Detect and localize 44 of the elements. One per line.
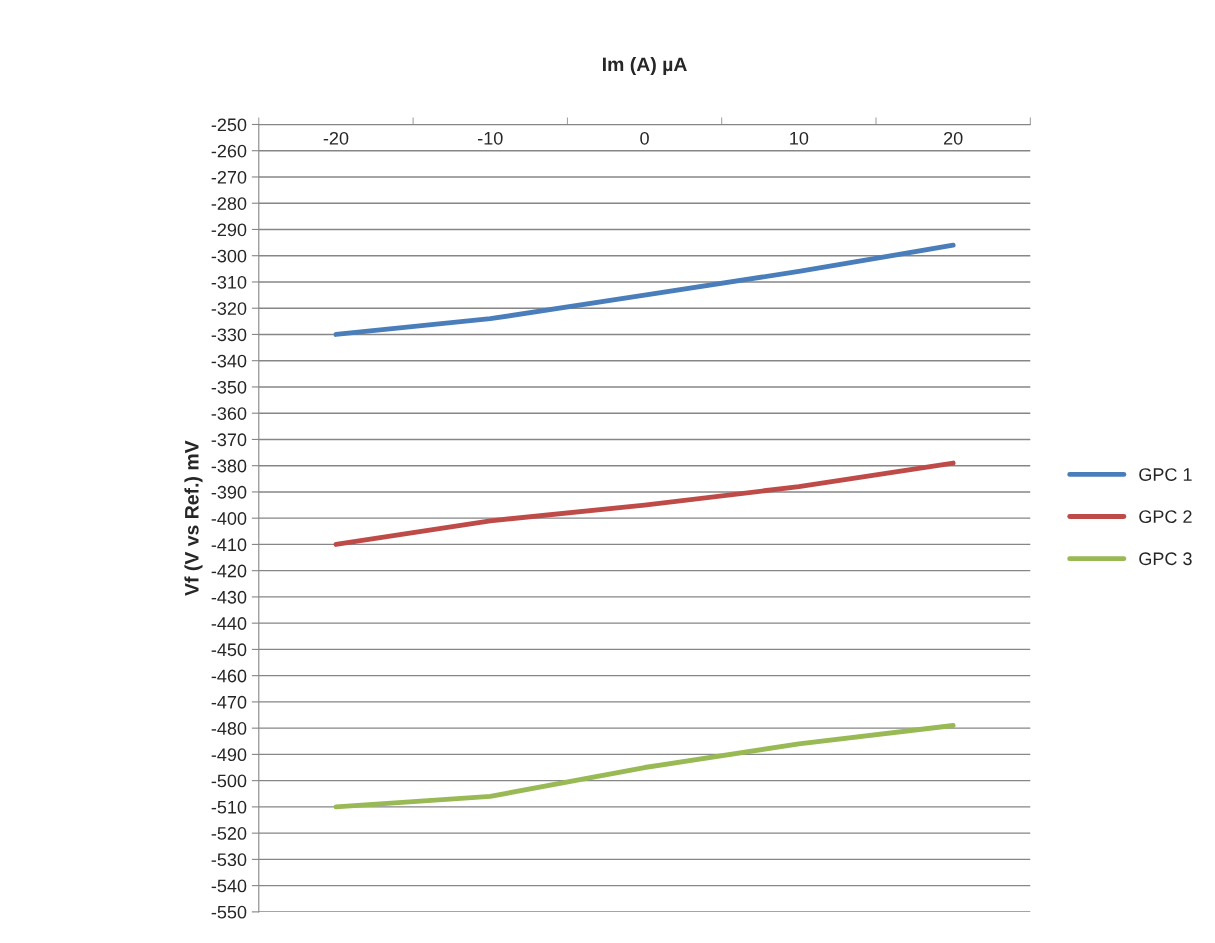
y-tick-label: -280 [211, 197, 247, 210]
legend-label: GPC 2 [1139, 510, 1192, 524]
y-tick-label: -490 [211, 748, 247, 762]
y-tick-label: -400 [211, 512, 247, 525]
line-series [333, 460, 956, 547]
y-tick-label: -360 [211, 407, 247, 420]
y-tick-label: -310 [211, 275, 247, 289]
y-tick-label: -300 [211, 249, 247, 263]
y-tick-label: -460 [211, 669, 247, 683]
y-tick-label: -530 [211, 853, 247, 867]
y-tick-label: -270 [211, 170, 247, 184]
line-series [333, 723, 956, 810]
y-tick-label: -510 [211, 800, 247, 814]
y-tick-label: -260 [211, 144, 247, 158]
y-tick-label: -370 [211, 433, 247, 447]
x-tick-label: -20 [323, 131, 349, 145]
x-tick-label: 10 [790, 131, 809, 145]
y-tick-label: -520 [211, 827, 247, 840]
line-series [333, 242, 956, 337]
y-tick-label: -330 [211, 328, 247, 342]
y-tick-label: -430 [211, 590, 247, 604]
y-tick-label: -500 [211, 774, 247, 788]
legend-label: GPC 3 [1139, 552, 1192, 566]
y-tick-label: -320 [211, 302, 247, 315]
y-tick-label: -380 [211, 459, 247, 473]
x-tick-label: -10 [478, 131, 503, 145]
y-tick-label: -340 [211, 354, 247, 368]
y-tick-label: -250 [211, 118, 247, 132]
y-tick-label: -290 [211, 223, 247, 237]
y-tick-label: -390 [211, 485, 247, 499]
y-tick-label: -470 [211, 695, 247, 709]
y-tick-label: -550 [211, 905, 247, 919]
y-tick-label: -540 [211, 879, 247, 893]
y-tick-label: -420 [211, 564, 247, 578]
y-tick-label: -410 [211, 538, 247, 552]
legend-label: GPC 1 [1139, 468, 1192, 481]
x-axis-title: Im (A) µA [602, 56, 687, 76]
x-tick-label: 0 [640, 131, 649, 145]
y-tick-label: -480 [211, 722, 247, 735]
y-tick-label: -350 [211, 380, 247, 394]
y-tick-label: -440 [211, 617, 247, 630]
x-tick-label: 20 [944, 131, 963, 145]
y-tick-label: -450 [211, 643, 247, 657]
y-axis-title: Vf (V vs Ref.) mV [184, 440, 203, 596]
